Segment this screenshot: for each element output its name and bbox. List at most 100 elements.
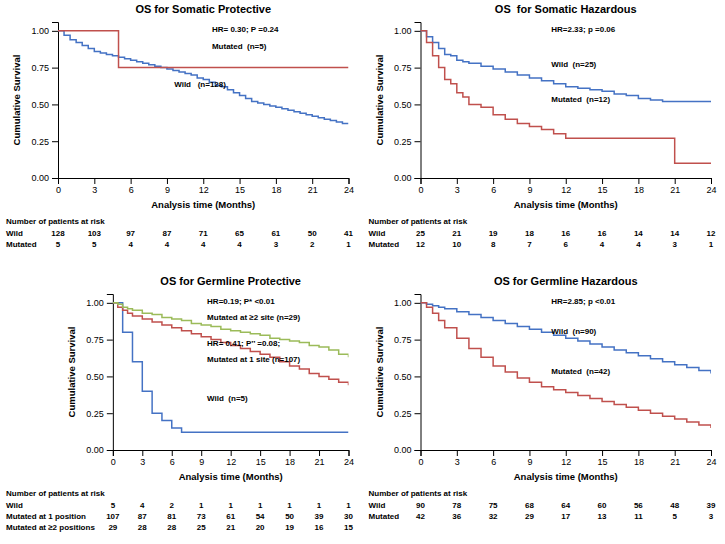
tick-label: 0.50 bbox=[86, 372, 104, 382]
x-axis: 03691215182124 bbox=[111, 450, 354, 467]
x-tick: 18 bbox=[634, 450, 644, 467]
tick-mark bbox=[415, 68, 421, 69]
x-tick: 21 bbox=[670, 450, 680, 467]
risk-count: 97 bbox=[126, 229, 135, 238]
x-tick: 15 bbox=[598, 450, 608, 467]
y-tick: 0.75 bbox=[394, 63, 421, 73]
tick-mark bbox=[529, 450, 530, 456]
x-tick: 24 bbox=[706, 450, 716, 467]
x-axis: 03691215182124 bbox=[418, 178, 716, 195]
risk-count: 1 bbox=[287, 501, 292, 510]
y-axis: 0.000.250.500.751.00 bbox=[31, 23, 58, 184]
tick-label: 24 bbox=[344, 457, 354, 467]
x-tick: 12 bbox=[561, 178, 571, 195]
x-tick: 3 bbox=[92, 178, 97, 195]
risk-count: 39 bbox=[707, 501, 716, 510]
risk-count: 3 bbox=[672, 240, 677, 249]
tick-label: 3 bbox=[140, 457, 145, 467]
tick-label: 24 bbox=[344, 185, 354, 195]
risk-count: 1 bbox=[346, 501, 351, 510]
tick-mark bbox=[290, 450, 291, 456]
survival-line bbox=[58, 31, 349, 68]
tick-mark bbox=[312, 178, 313, 184]
tick-mark bbox=[415, 104, 421, 105]
risk-row-label: Wild bbox=[369, 229, 386, 238]
plot: 036912151821240.000.250.500.751.00OS for… bbox=[6, 3, 354, 249]
x-tick: 24 bbox=[344, 450, 354, 467]
risk-count: 4 bbox=[237, 240, 242, 249]
tick-label: 9 bbox=[199, 457, 204, 467]
tick-mark bbox=[172, 450, 173, 456]
survival-line bbox=[421, 31, 712, 102]
annotation: HR=2.33; p =0.06 bbox=[551, 25, 616, 34]
tick-mark bbox=[52, 104, 58, 105]
y-axis-title: Cumulative Survival bbox=[66, 327, 77, 418]
survival-line bbox=[421, 31, 712, 163]
tick-mark bbox=[107, 376, 113, 377]
risk-count: 90 bbox=[416, 501, 425, 510]
risk-count: 30 bbox=[344, 512, 353, 521]
x-axis-title: Analysis time (Months) bbox=[151, 199, 255, 210]
tick-label: 18 bbox=[271, 185, 281, 195]
x-tick: 21 bbox=[670, 178, 680, 195]
tick-mark bbox=[415, 450, 421, 451]
tick-mark bbox=[566, 178, 567, 184]
annotation: Wild (n=128) bbox=[174, 80, 226, 89]
tick-label: 6 bbox=[170, 457, 175, 467]
risk-count: 48 bbox=[670, 501, 679, 510]
risk-count: 6 bbox=[564, 240, 569, 249]
tick-mark bbox=[415, 31, 421, 32]
tick-mark bbox=[493, 178, 494, 184]
tick-label: 21 bbox=[315, 457, 325, 467]
y-tick: 0.50 bbox=[31, 100, 58, 110]
x-tick: 12 bbox=[199, 178, 209, 195]
tick-label: 21 bbox=[308, 185, 318, 195]
x-tick: 18 bbox=[285, 450, 295, 467]
tick-mark bbox=[638, 178, 639, 184]
x-tick: 15 bbox=[256, 450, 266, 467]
risk-count: 103 bbox=[88, 229, 102, 238]
risk-count: 68 bbox=[525, 501, 534, 510]
risk-count: 36 bbox=[452, 512, 461, 521]
tick-label: 0.00 bbox=[394, 173, 412, 183]
risk-count: 16 bbox=[561, 229, 570, 238]
risk-count: 4 bbox=[140, 501, 145, 510]
x-tick: 18 bbox=[634, 178, 644, 195]
tick-label: 12 bbox=[561, 185, 571, 195]
risk-count: 5 bbox=[111, 501, 116, 510]
x-axis: 03691215182124 bbox=[56, 178, 354, 195]
tick-label: 18 bbox=[634, 185, 644, 195]
y-tick: 0.50 bbox=[394, 372, 421, 382]
tick-mark bbox=[52, 141, 58, 142]
risk-count: 4 bbox=[600, 240, 605, 249]
tick-label: 24 bbox=[706, 185, 716, 195]
tick-mark bbox=[602, 178, 603, 184]
risk-table-title: Number of patients at risk bbox=[369, 217, 468, 226]
tick-label: 9 bbox=[527, 457, 532, 467]
x-tick: 3 bbox=[455, 178, 460, 195]
annotation: HR= 0.41; P’’ =0.08; bbox=[207, 339, 280, 348]
risk-table-title: Number of patients at risk bbox=[6, 217, 105, 226]
panel: 036912151821240.000.250.500.751.00OS for… bbox=[6, 275, 354, 532]
chart-title: OS for Somatic Protective bbox=[135, 3, 271, 15]
y-tick: 1.00 bbox=[86, 298, 113, 308]
risk-row-label: Wild bbox=[6, 501, 23, 510]
x-tick: 9 bbox=[527, 178, 532, 195]
risk-count: 29 bbox=[525, 512, 534, 521]
y-tick: 0.50 bbox=[394, 100, 421, 110]
panel: 036912151821240.000.250.500.751.00OS for… bbox=[6, 3, 354, 249]
risk-count: 50 bbox=[285, 512, 294, 521]
risk-count: 12 bbox=[707, 229, 716, 238]
tick-label: 6 bbox=[491, 457, 496, 467]
tick-label: 0.25 bbox=[394, 409, 412, 419]
y-tick: 0.75 bbox=[394, 335, 421, 345]
tick-mark bbox=[107, 303, 113, 304]
annotation: HR=2.85; p <0.01 bbox=[551, 297, 616, 306]
risk-count: 21 bbox=[452, 229, 461, 238]
risk-count: 13 bbox=[598, 512, 607, 521]
chart-title: OS for Germline Protective bbox=[160, 275, 301, 287]
risk-row-label: Mutated at 1 position bbox=[6, 512, 86, 521]
risk-count: 60 bbox=[598, 501, 607, 510]
tick-mark bbox=[349, 178, 350, 184]
risk-count: 28 bbox=[138, 523, 147, 532]
